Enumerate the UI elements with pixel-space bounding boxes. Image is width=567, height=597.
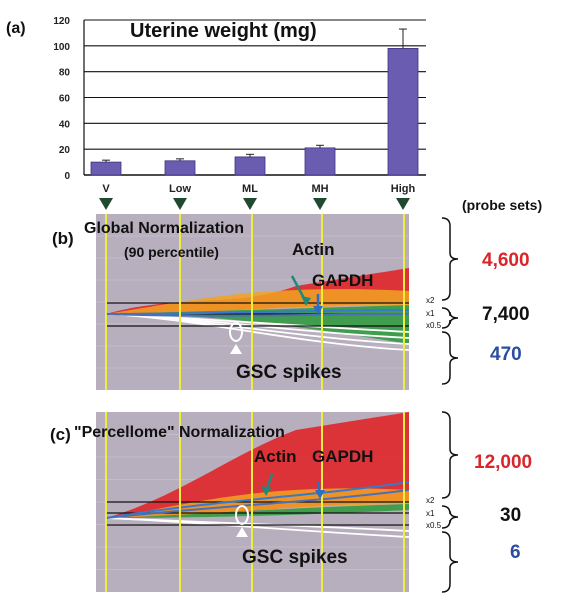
down-regulated-line <box>105 313 410 351</box>
transition-band <box>106 289 409 314</box>
probe-sets-header: (probe sets) <box>462 197 543 213</box>
brace-b-up <box>441 217 459 301</box>
panel-c-gapdh-label: GAPDH <box>312 447 374 466</box>
category-arrow <box>243 198 257 210</box>
x-tick-label: High <box>391 183 416 195</box>
brace-b-down <box>441 331 459 385</box>
down-regulated-line <box>105 517 410 538</box>
category-arrow <box>313 198 327 210</box>
panel-c-up-count: 12,000 <box>474 452 533 473</box>
panel-b-unchanged-count: 7,400 <box>482 304 530 325</box>
probe-set-braces <box>441 217 459 593</box>
actin-arrow-head <box>261 486 271 496</box>
gapdh-arrow-head <box>313 306 323 315</box>
gapdh-arrow-head <box>315 490 325 499</box>
x-tick-label: MH <box>311 183 328 195</box>
category-arrow <box>99 198 113 210</box>
bar-mh <box>304 147 336 176</box>
panel-b-actin-label: Actin <box>292 240 335 259</box>
brace-c-down <box>441 531 459 593</box>
panel-c-x2-label: x2 <box>426 496 435 505</box>
y-tick-label: 40 <box>59 119 71 130</box>
panel-c-title: "Percellome" Normalization <box>74 424 285 441</box>
brace-c-up <box>441 411 459 499</box>
panel-b-up-count: 4,600 <box>482 250 530 271</box>
bar-chart-title: Uterine weight (mg) <box>130 20 317 42</box>
y-tick-label: 60 <box>59 94 71 105</box>
panel-b-gapdh-label: GAPDH <box>312 271 374 290</box>
panel-c-label: (c) <box>50 425 71 444</box>
panel-b-title: Global Normalization <box>84 220 245 237</box>
gsc-spike-marker <box>235 505 249 525</box>
y-tick-label: 120 <box>53 16 70 27</box>
category-arrow <box>173 198 187 210</box>
panel-b-x05-label: x0.5 <box>426 321 442 330</box>
panel-b-label: (b) <box>52 229 74 248</box>
panel-b-gsc-label: GSC spikes <box>236 362 342 383</box>
panel-c-plot <box>96 412 410 592</box>
gsc-spike-arrow <box>230 344 242 354</box>
panel-b-x2-label: x2 <box>426 296 435 305</box>
gapdh-line <box>105 313 410 317</box>
actin-arrow-head <box>301 296 311 306</box>
panel-b-subtitle: (90 percentile) <box>124 244 219 260</box>
panel-b-plot <box>96 214 410 390</box>
panel-b-down-count: 470 <box>490 344 522 365</box>
actin-line <box>105 309 410 315</box>
actin-line <box>105 481 410 519</box>
category-arrow <box>396 198 410 210</box>
x-tick-label: V <box>102 183 110 195</box>
gsc-spike-marker <box>229 322 243 342</box>
panel-b-x1-label: x1 <box>426 309 435 318</box>
panel-c-gsc-label: GSC spikes <box>242 547 348 568</box>
y-tick-label: 0 <box>64 171 70 182</box>
y-tick-label: 20 <box>59 145 71 156</box>
brace-b-unchanged <box>441 307 459 329</box>
panel-c-unchanged-count: 30 <box>500 505 522 526</box>
panel-c-actin-label: Actin <box>254 447 297 466</box>
bar-chart: 0 20 40 60 80 100 120 <box>53 16 426 182</box>
panel-a-label: (a) <box>6 20 26 37</box>
gapdh-line <box>105 489 410 519</box>
panel-c-down-count: 6 <box>510 542 521 563</box>
category-arrows: V Low ML MH High <box>99 183 416 210</box>
panel-c-x1-label: x1 <box>426 509 435 518</box>
y-tick-label: 80 <box>59 68 71 79</box>
brace-c-unchanged <box>441 505 459 529</box>
x-tick-label: ML <box>242 183 258 195</box>
x-tick-label: Low <box>169 183 191 195</box>
y-tick-label: 100 <box>53 42 70 53</box>
gsc-spike-arrow <box>236 527 248 537</box>
unchanged-band <box>106 504 409 518</box>
panel-c-x05-label: x0.5 <box>426 521 442 530</box>
